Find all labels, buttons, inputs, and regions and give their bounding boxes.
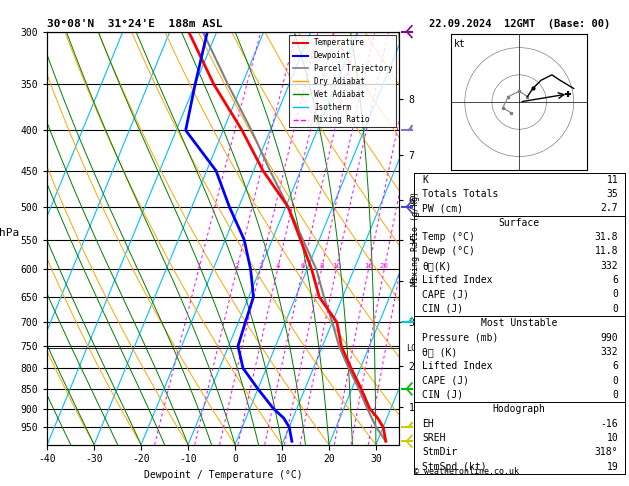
Y-axis label: hPa: hPa bbox=[0, 228, 19, 238]
Text: 11.8: 11.8 bbox=[595, 246, 618, 257]
Text: Dewp (°C): Dewp (°C) bbox=[422, 246, 475, 257]
Text: 2.7: 2.7 bbox=[601, 203, 618, 213]
Text: SREH: SREH bbox=[422, 433, 446, 443]
Text: θᴄ(K): θᴄ(K) bbox=[422, 261, 452, 271]
Text: Lifted Index: Lifted Index bbox=[422, 275, 493, 285]
Text: K: K bbox=[422, 174, 428, 185]
Text: Mixing Ratio (g/kg): Mixing Ratio (g/kg) bbox=[411, 191, 420, 286]
Text: CAPE (J): CAPE (J) bbox=[422, 290, 469, 299]
Text: 332: 332 bbox=[601, 261, 618, 271]
Text: CAPE (J): CAPE (J) bbox=[422, 376, 469, 385]
Text: 30°08'N  31°24'E  188m ASL: 30°08'N 31°24'E 188m ASL bbox=[47, 19, 223, 30]
Text: 16: 16 bbox=[364, 263, 373, 269]
Text: 11: 11 bbox=[606, 174, 618, 185]
Text: 318°: 318° bbox=[595, 447, 618, 457]
Text: 6: 6 bbox=[613, 275, 618, 285]
Text: Hodograph: Hodograph bbox=[493, 404, 546, 414]
Text: Temp (°C): Temp (°C) bbox=[422, 232, 475, 242]
Text: 8: 8 bbox=[319, 263, 324, 269]
Text: θᴄ (K): θᴄ (K) bbox=[422, 347, 457, 357]
Text: 2: 2 bbox=[235, 263, 239, 269]
Text: Totals Totals: Totals Totals bbox=[422, 189, 499, 199]
Text: 4: 4 bbox=[276, 263, 280, 269]
Text: 19: 19 bbox=[606, 462, 618, 471]
Text: 20: 20 bbox=[380, 263, 389, 269]
Text: PW (cm): PW (cm) bbox=[422, 203, 464, 213]
Y-axis label: km
ASL: km ASL bbox=[422, 238, 440, 260]
Text: Surface: Surface bbox=[499, 218, 540, 228]
Text: StmDir: StmDir bbox=[422, 447, 457, 457]
Text: 0: 0 bbox=[613, 290, 618, 299]
Text: 22.09.2024  12GMT  (Base: 00): 22.09.2024 12GMT (Base: 00) bbox=[428, 19, 610, 29]
Text: 10: 10 bbox=[331, 263, 341, 269]
Text: 0: 0 bbox=[613, 390, 618, 400]
Text: 10: 10 bbox=[606, 433, 618, 443]
X-axis label: Dewpoint / Temperature (°C): Dewpoint / Temperature (°C) bbox=[144, 470, 303, 480]
Text: 35: 35 bbox=[606, 189, 618, 199]
Text: CIN (J): CIN (J) bbox=[422, 304, 464, 314]
Text: -16: -16 bbox=[601, 418, 618, 429]
Text: 6: 6 bbox=[301, 263, 305, 269]
Text: CIN (J): CIN (J) bbox=[422, 390, 464, 400]
Text: © weatheronline.co.uk: © weatheronline.co.uk bbox=[414, 467, 519, 476]
Text: 6: 6 bbox=[613, 361, 618, 371]
Text: LCL: LCL bbox=[406, 344, 421, 353]
Text: Most Unstable: Most Unstable bbox=[481, 318, 557, 328]
Text: StmSpd (kt): StmSpd (kt) bbox=[422, 462, 487, 471]
Text: 0: 0 bbox=[613, 376, 618, 385]
Text: Pressure (mb): Pressure (mb) bbox=[422, 332, 499, 343]
Text: kt: kt bbox=[454, 39, 465, 50]
Text: 31.8: 31.8 bbox=[595, 232, 618, 242]
Text: 990: 990 bbox=[601, 332, 618, 343]
Text: Lifted Index: Lifted Index bbox=[422, 361, 493, 371]
Text: 3: 3 bbox=[258, 263, 262, 269]
Text: EH: EH bbox=[422, 418, 434, 429]
Text: 332: 332 bbox=[601, 347, 618, 357]
Text: 0: 0 bbox=[613, 304, 618, 314]
Legend: Temperature, Dewpoint, Parcel Trajectory, Dry Adiabat, Wet Adiabat, Isotherm, Mi: Temperature, Dewpoint, Parcel Trajectory… bbox=[289, 35, 396, 127]
Text: 1: 1 bbox=[196, 263, 201, 269]
